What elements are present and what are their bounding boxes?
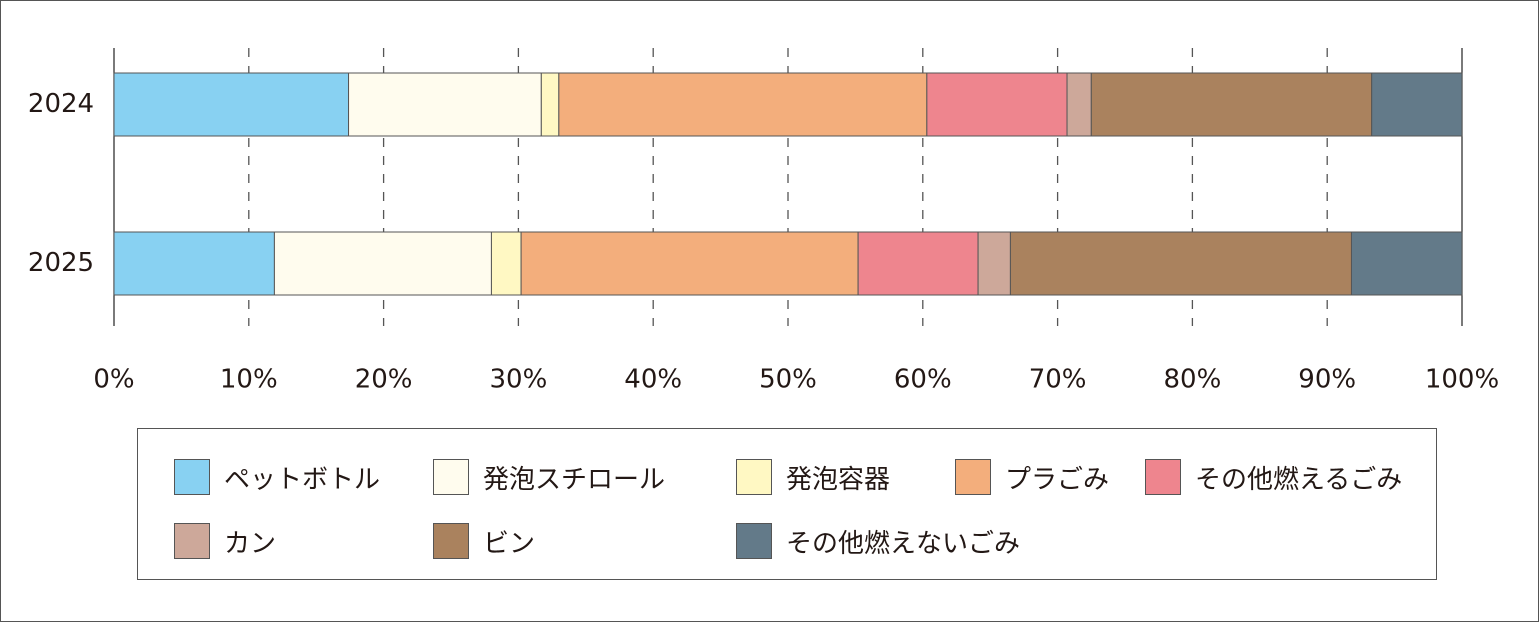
legend-item: その他燃えるごみ: [1145, 457, 1402, 497]
legend-label: その他燃えるごみ: [1195, 464, 1403, 495]
bar-segment-2025-3: [520, 231, 859, 296]
bar-segment-2024-7: [1371, 72, 1463, 137]
x-tick-label: 0%: [93, 365, 134, 395]
x-tick-label: 20%: [355, 365, 413, 395]
bar-segment-2024-1: [348, 72, 542, 137]
bar-segment-2025-2: [490, 231, 522, 296]
bar-segment-2025-6: [1009, 231, 1352, 296]
bar-segment-2024-3: [558, 72, 928, 137]
legend-label: ビン: [483, 528, 536, 559]
bar-segment-2024-0: [113, 72, 350, 137]
x-tick-label: 90%: [1298, 365, 1356, 395]
bar-segment-2025-5: [977, 231, 1011, 296]
legend-swatch: [1145, 459, 1181, 495]
legend-label: カン: [224, 528, 277, 559]
legend-item: ペットボトル: [174, 457, 380, 497]
x-tick-label: 80%: [1164, 365, 1222, 395]
x-tick-label: 60%: [894, 365, 952, 395]
x-tick-label: 50%: [759, 365, 817, 395]
legend-swatch: [736, 459, 772, 495]
x-tick-label: 30%: [490, 365, 548, 395]
x-tick-label: 40%: [624, 365, 682, 395]
y-category-label: 2025: [28, 248, 94, 278]
bar-segment-2024-5: [1066, 72, 1092, 137]
legend-swatch: [433, 459, 469, 495]
bar-segment-2024-4: [926, 72, 1068, 137]
legend-item: カン: [174, 521, 276, 561]
bar-segment-2025-1: [273, 231, 492, 296]
legend-swatch: [736, 523, 772, 559]
bar-segment-2025-7: [1350, 231, 1463, 296]
legend-label: 発泡容器: [786, 464, 891, 495]
x-tick-label: 70%: [1029, 365, 1087, 395]
legend-item: 発泡スチロール: [433, 457, 665, 497]
legend-swatch: [174, 459, 210, 495]
y-category-label: 2024: [28, 89, 94, 119]
bar-segment-2024-6: [1090, 72, 1373, 137]
legend: ペットボトル 発泡スチロール 発泡容器 プラごみ その他燃えるごみカン ビン その他燃えない…: [137, 428, 1437, 580]
legend-swatch: [433, 523, 469, 559]
legend-item: 発泡容器: [736, 457, 890, 497]
legend-item: ビン: [433, 521, 535, 561]
legend-label: ペットボトル: [224, 464, 381, 495]
bars: [113, 72, 1463, 296]
legend-swatch: [174, 523, 210, 559]
bar-segment-2025-4: [857, 231, 979, 296]
legend-swatch: [955, 459, 991, 495]
legend-item: その他燃えないごみ: [736, 521, 1020, 561]
legend-label: プラごみ: [1005, 464, 1110, 495]
bar-segment-2025-0: [113, 231, 275, 296]
bar-segment-2024-2: [540, 72, 560, 137]
legend-label: 発泡スチロール: [483, 464, 666, 495]
x-tick-label: 100%: [1425, 365, 1499, 395]
x-tick-label: 10%: [220, 365, 278, 395]
legend-item: プラごみ: [955, 457, 1109, 497]
legend-label: その他燃えないごみ: [786, 528, 1021, 559]
axis-labels: 0% 10% 20% 30% 40% 50% 60% 70% 80% 90% 100% 2024 202…: [28, 89, 1499, 395]
